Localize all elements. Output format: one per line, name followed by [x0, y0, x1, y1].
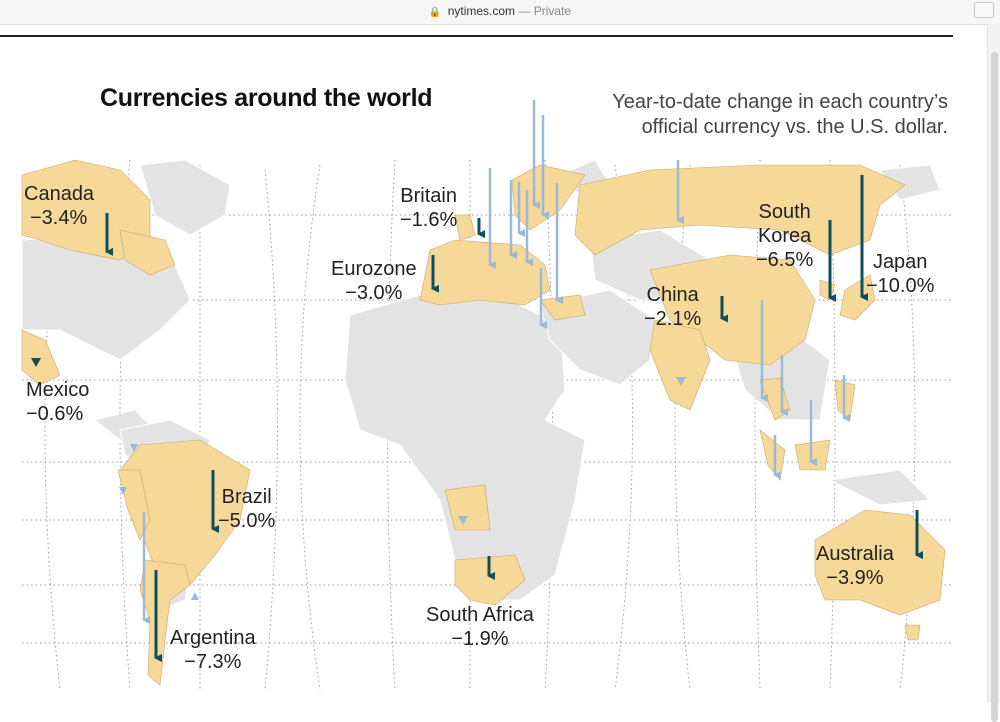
label-south-korea-pct: −6.5%	[756, 249, 814, 271]
scrollbar-thumb[interactable]	[991, 52, 998, 722]
label-south-africa-name: South Africa	[426, 604, 534, 626]
label-china-name: China	[646, 284, 699, 306]
label-canada-pct: −3.4%	[30, 207, 88, 229]
major-currency-arrows	[31, 175, 923, 662]
url-separator: —	[518, 4, 531, 18]
label-eurozone-pct: −3.0%	[345, 282, 403, 304]
label-japan-name: Japan	[872, 251, 928, 273]
label-argentina-pct: −7.3%	[184, 651, 242, 673]
label-south-korea-name1: South	[758, 201, 811, 223]
url-display[interactable]: 🔒 nytimes.com — Private	[0, 4, 1000, 18]
label-south-korea: South Korea −6.5%	[756, 200, 813, 272]
label-britain-name: Britain	[400, 185, 457, 207]
label-argentina-name: Argentina	[170, 627, 256, 649]
label-brazil-name: Brazil	[221, 486, 272, 508]
label-south-africa: South Africa −1.9%	[426, 603, 534, 651]
graphic-subtitle: Year-to-date change in each country’s of…	[528, 90, 948, 140]
label-south-korea-name2: Korea	[757, 225, 812, 247]
world-map	[21, 100, 953, 691]
label-australia-name: Australia	[816, 543, 894, 565]
label-britain: Britain −1.6%	[400, 184, 457, 232]
label-australia: Australia −3.9%	[816, 542, 894, 590]
label-canada: Canada −3.4%	[24, 182, 94, 230]
land-highlight	[21, 159, 946, 686]
label-china: China −2.1%	[644, 283, 701, 331]
header-rule	[0, 35, 953, 37]
label-canada-name: Canada	[24, 183, 95, 205]
browser-address-bar[interactable]: 🔒 nytimes.com — Private	[0, 0, 1000, 25]
label-japan: Japan −10.0%	[866, 250, 934, 298]
window-corner-button[interactable]	[974, 2, 994, 18]
label-mexico: Mexico −0.6%	[26, 378, 89, 426]
minor-currency-arrows	[142, 100, 850, 624]
label-britain-pct: −1.6%	[400, 209, 458, 231]
arrow-mexico	[31, 358, 41, 367]
label-japan-pct: −10.0%	[866, 275, 935, 297]
label-mexico-pct: −0.6%	[26, 403, 84, 425]
label-mexico-name: Mexico	[26, 379, 90, 401]
label-australia-pct: −3.9%	[826, 567, 884, 589]
label-brazil-pct: −5.0%	[218, 510, 276, 532]
label-south-africa-pct: −1.9%	[451, 628, 509, 650]
label-argentina: Argentina −7.3%	[170, 626, 256, 674]
scrollbar[interactable]	[987, 24, 1000, 722]
private-mode-label: Private	[533, 4, 572, 18]
subtitle-line-1: Year-to-date change in each country’s	[612, 91, 948, 113]
label-brazil: Brazil −5.0%	[218, 485, 275, 533]
url-domain: nytimes.com	[447, 4, 516, 18]
graphic-title: Currencies around the world	[100, 84, 433, 112]
label-china-pct: −2.1%	[644, 308, 702, 330]
tiny-light-arrows	[119, 377, 686, 600]
lock-icon: 🔒	[428, 7, 442, 18]
subtitle-line-2: official currency vs. the U.S. dollar.	[641, 116, 948, 138]
label-eurozone-name: Eurozone	[331, 258, 417, 280]
label-eurozone: Eurozone −3.0%	[331, 257, 417, 305]
